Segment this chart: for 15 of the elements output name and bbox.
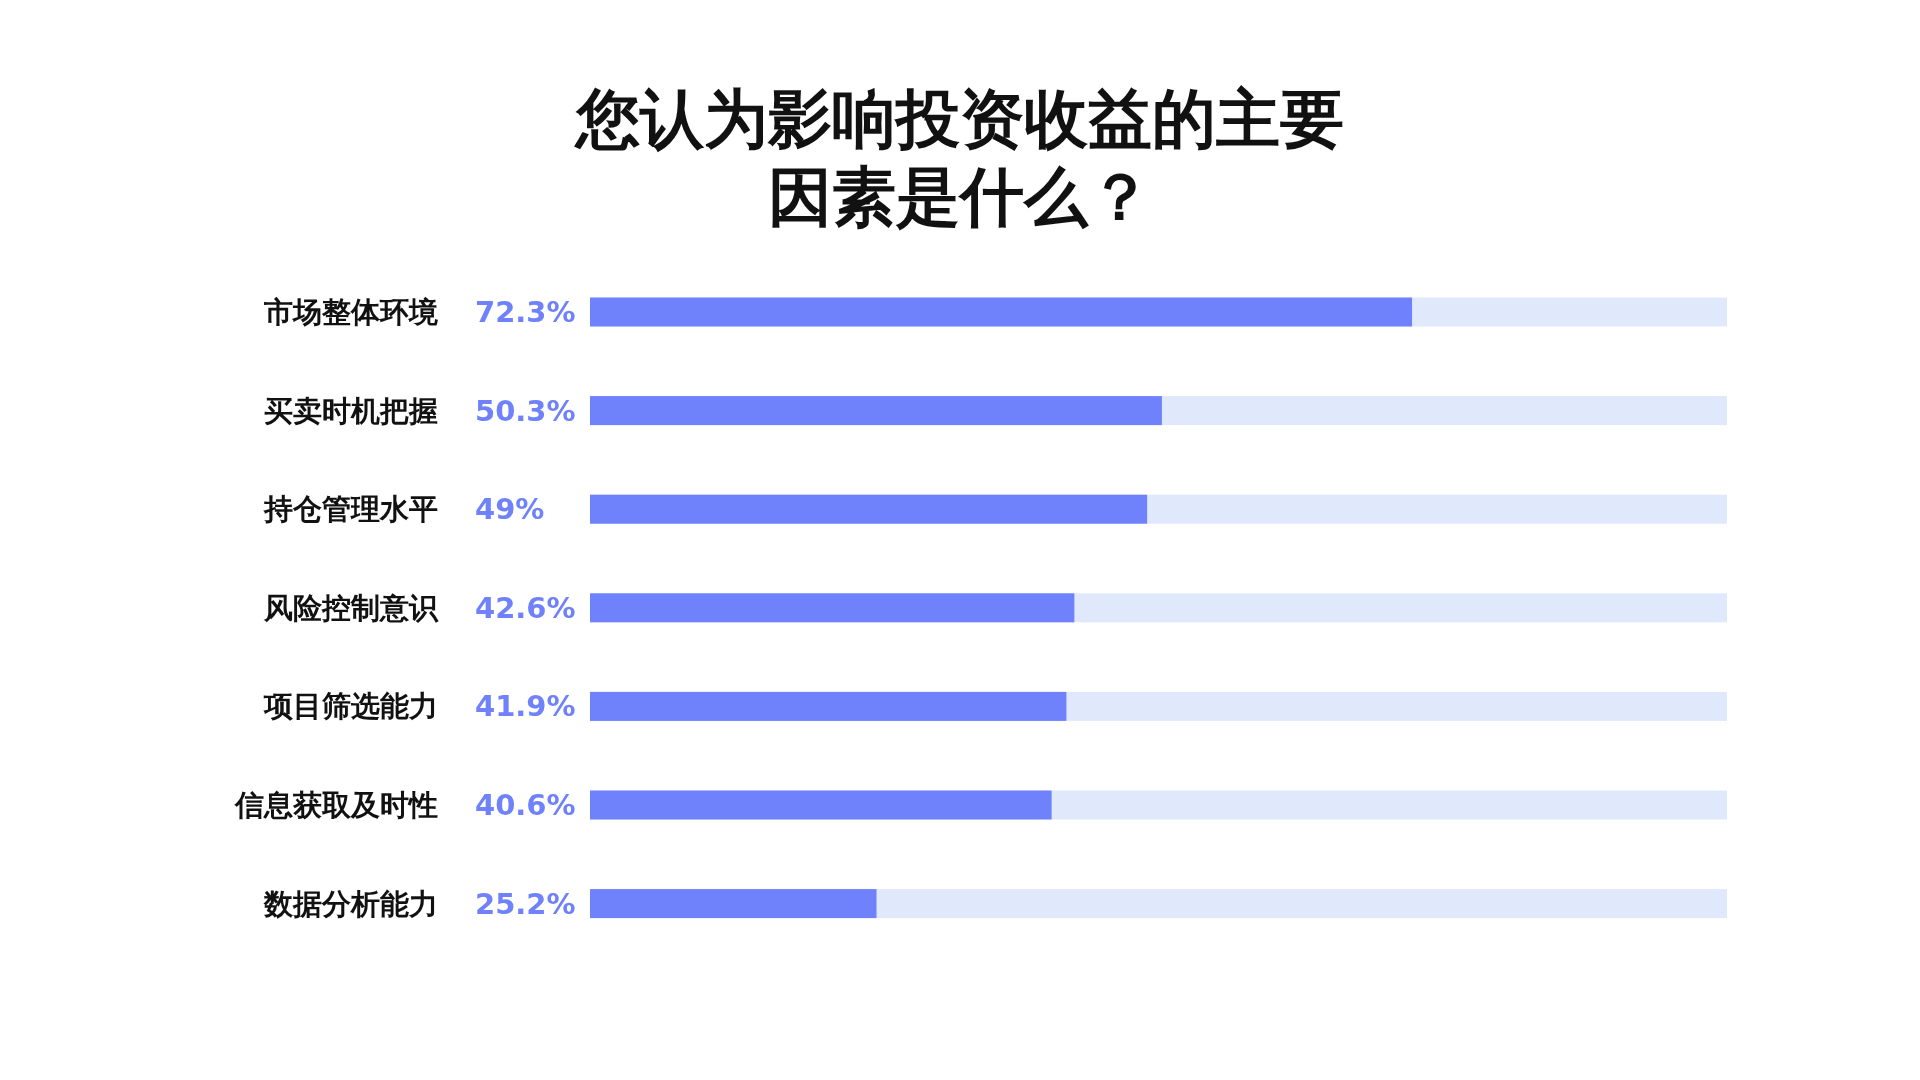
y-tick-label: 市场整体环境 — [263, 295, 438, 329]
y-tick-label: 项目筛选能力 — [263, 689, 438, 724]
data-label: 41.9% — [475, 689, 576, 724]
y-tick-label: 信息获取及时性 — [234, 788, 438, 822]
data-label: 50.3% — [475, 393, 576, 428]
data-label: 40.6% — [475, 788, 576, 822]
chart-title: 您认为影响投资收益的主要因素是什么？ — [573, 81, 1345, 236]
data-label: 42.6% — [475, 590, 576, 625]
y-tick-label: 风险控制意识 — [263, 590, 439, 625]
y-tick-label: 买卖时机把握 — [264, 393, 438, 428]
data-label: 72.3% — [475, 295, 576, 329]
y-tick-label: 数据分析能力 — [263, 886, 438, 921]
data-label: 49% — [475, 492, 545, 527]
y-tick-label: 持仓管理水平 — [263, 492, 438, 527]
data-label: 25.2% — [475, 886, 576, 921]
